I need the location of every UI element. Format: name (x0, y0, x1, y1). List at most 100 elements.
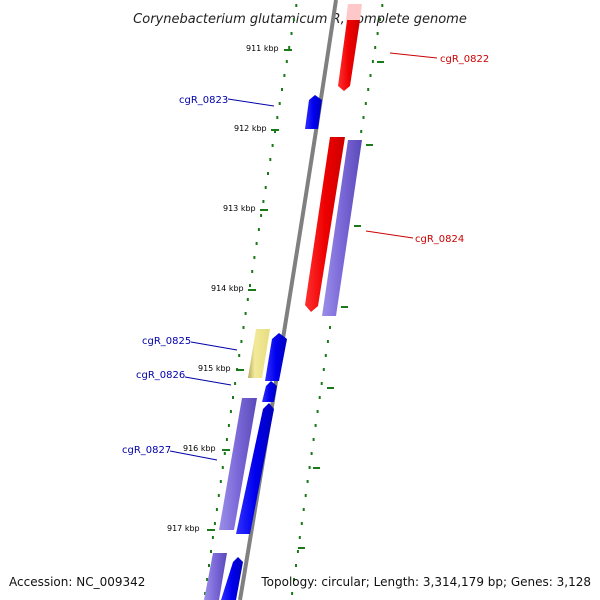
tick-label-914: 914 kbp (211, 284, 244, 293)
tick-label-911: 911 kbp (246, 44, 279, 53)
inner-ring-dot (288, 46, 291, 49)
inner-ring-dot (244, 312, 247, 315)
reverse-strand-features (305, 4, 362, 316)
gene-cgR_0824[interactable] (305, 137, 345, 312)
label-cgR_0827[interactable]: cgR_0827 (122, 445, 171, 456)
inner-ring-dot (204, 592, 207, 595)
outer-ring-dot (374, 46, 377, 49)
outer-ring-dot (314, 424, 317, 427)
label-cgR_0825[interactable]: cgR_0825 (142, 336, 191, 347)
outer-ring-dot (316, 410, 319, 413)
inner-ring-dot (276, 116, 279, 119)
inner-ring-dot (242, 326, 245, 329)
tick-label-913: 913 kbp (223, 204, 256, 213)
inner-ring-dot (240, 340, 243, 343)
outer-ring-dot (362, 116, 365, 119)
cds-partial-bottom[interactable] (204, 553, 227, 600)
inner-ring-dot (278, 102, 281, 105)
leader-cgR_0823 (227, 98, 275, 107)
outer-ring-dot (329, 326, 331, 329)
cds-cgR_0827[interactable] (219, 398, 257, 530)
accession-text: Accession: NC_009342 (9, 575, 145, 589)
outer-ring-dot (381, 4, 384, 7)
inner-ring-dot (221, 466, 224, 469)
inner-ring-dot (290, 32, 293, 35)
gene-cgR_0826[interactable] (262, 381, 277, 402)
inner-ring-dot (211, 536, 214, 539)
outer-ring-dot (306, 480, 309, 483)
inner-ring-dot (295, 4, 298, 7)
inner-ring-dot (253, 256, 256, 259)
cds-cgR_0824[interactable] (322, 140, 362, 316)
leader-cgR_0824 (365, 230, 414, 239)
gene-partial-bottom[interactable] (221, 557, 243, 600)
tick-label-915: 915 kbp (198, 364, 231, 373)
inner-ring-dot (271, 144, 274, 147)
inner-ring-dot (285, 60, 288, 63)
inner-ring-dot (269, 158, 272, 161)
inner-ring-dot (227, 424, 230, 427)
inner-ring-dot (262, 200, 265, 203)
tick-label-917: 917 kbp (167, 524, 200, 533)
inner-ring-dot (213, 522, 216, 525)
inner-ring-dot (292, 18, 295, 21)
inner-ring-dot (225, 438, 228, 441)
outer-ring-dot (298, 536, 301, 539)
gene-cgR_0822-upstream[interactable] (346, 4, 362, 20)
inner-ring-dot (234, 382, 237, 385)
feature-cgR_0825[interactable] (248, 329, 270, 378)
leader-cgR_0825 (190, 341, 238, 351)
inner-ring-dot (229, 410, 232, 413)
outer-ring-dot (296, 550, 299, 553)
tick-label-912: 912 kbp (234, 124, 267, 133)
map-title: Corynebacterium glutamicum R, complete g… (133, 12, 467, 27)
inner-ring-dot (223, 452, 226, 455)
inner-ring-dot (251, 270, 254, 273)
outer-ring-dot (376, 32, 379, 35)
gene-cgR_0827[interactable] (236, 403, 274, 534)
inner-ring-dot (260, 214, 263, 217)
topology-text: Topology: circular; Length: 3,314,179 bp… (260, 575, 591, 589)
outer-ring-dot (360, 130, 363, 133)
inner-ring-dot (283, 74, 286, 77)
inner-ring-dot (274, 130, 276, 133)
outer-ring-dot (310, 452, 313, 455)
inner-ring-dot (257, 228, 260, 231)
scale-ticks: 911 kbp 912 kbp 913 kbp 914 kbp 915 kbp … (167, 44, 384, 549)
outer-ring-dot (371, 60, 374, 63)
gene-cgR_0825[interactable] (265, 333, 287, 381)
label-cgR_0826[interactable]: cgR_0826 (136, 370, 185, 381)
gene-cgR_0822[interactable] (338, 20, 360, 91)
inner-ring-dot (281, 88, 283, 91)
outer-ring-dot (364, 102, 367, 105)
leader-cgR_0822 (389, 52, 438, 59)
outer-ring-dot (302, 508, 305, 511)
outer-ring-dot (293, 578, 295, 581)
gene-labels: cgR_0822 cgR_0823 cgR_0824 cgR_0825 cgR_… (122, 52, 489, 461)
forward-strand-features (204, 95, 322, 600)
label-cgR_0822[interactable]: cgR_0822 (440, 54, 489, 65)
inner-ring-dot (210, 550, 212, 553)
inner-ring-dot (217, 494, 220, 497)
label-cgR_0823[interactable]: cgR_0823 (179, 95, 228, 106)
outer-ring-dot (295, 564, 297, 567)
outer-ring-dot (367, 88, 370, 91)
outer-ring-dot (379, 18, 381, 21)
outer-ring-dot (324, 354, 327, 357)
gene-cgR_0823[interactable] (305, 95, 322, 129)
inner-ring-dot (238, 354, 241, 357)
outer-ring-dot (326, 340, 329, 343)
outer-ring-dot (322, 368, 325, 371)
outer-ring-dot (320, 382, 323, 385)
inner-ring-dot (267, 172, 269, 175)
label-cgR_0824[interactable]: cgR_0824 (415, 234, 464, 245)
outer-ring-dot (318, 396, 321, 399)
tick-label-916: 916 kbp (183, 444, 216, 453)
outer-ring-dot (291, 592, 294, 595)
outer-ring-dot (308, 466, 311, 469)
leader-cgR_0826 (184, 376, 232, 386)
inner-ring-dot (206, 578, 209, 581)
inner-ring-dot (219, 480, 222, 483)
inner-ring-dots (204, 4, 298, 595)
